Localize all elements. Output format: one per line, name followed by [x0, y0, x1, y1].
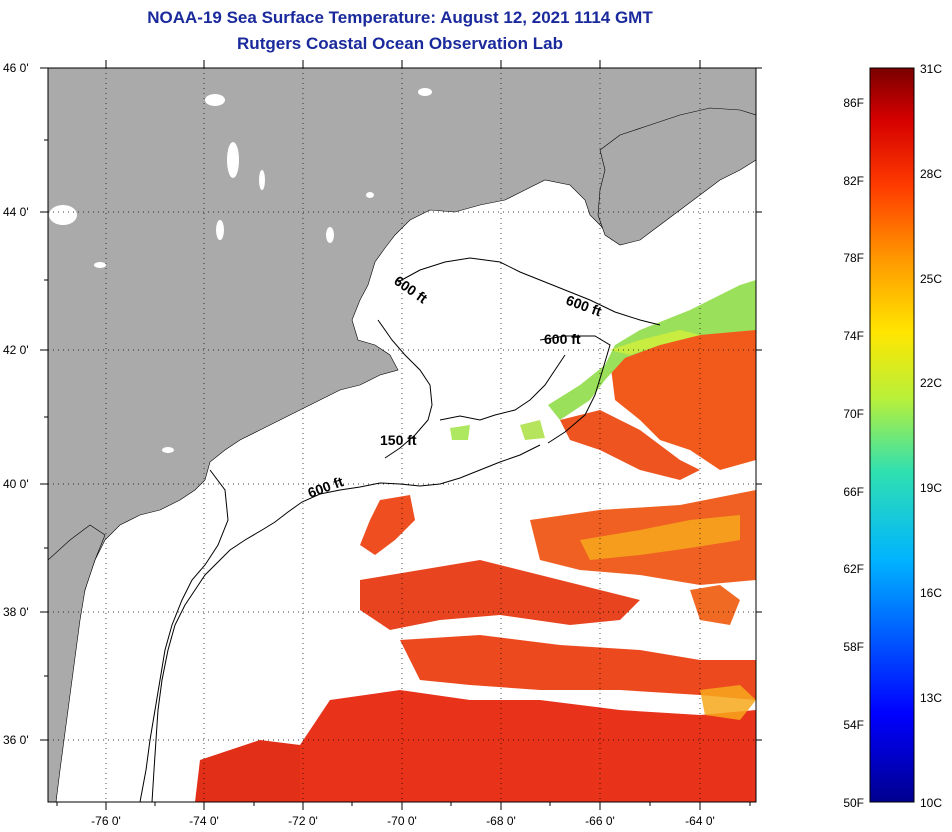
color-scale-bar — [869, 67, 915, 803]
lon-label: -72 0' — [288, 814, 318, 828]
sst-cool-patches — [450, 280, 756, 440]
lon-label: -74 0' — [189, 814, 219, 828]
lat-label: 42 0' — [3, 343, 29, 357]
celsius-label: 22C — [920, 376, 942, 390]
fahrenheit-label: 58F — [843, 640, 864, 654]
lat-label: 44 0' — [3, 205, 29, 219]
axis-ticks — [40, 60, 762, 810]
lakes — [49, 88, 432, 453]
color-scale: 86F 82F 78F 74F 70F 66F 62F 58F 54F 50F … — [843, 62, 942, 810]
lat-label: 36 0' — [3, 733, 29, 747]
celsius-label: 28C — [920, 167, 942, 181]
fahrenheit-label: 70F — [843, 407, 864, 421]
celsius-label: 13C — [920, 691, 942, 705]
lat-label: 46 0' — [3, 61, 29, 75]
lon-label: -64 0' — [685, 814, 715, 828]
fahrenheit-label: 54F — [843, 718, 864, 732]
longitude-labels: -76 0' -74 0' -72 0' -70 0' -68 0' -66 0… — [91, 814, 715, 828]
map-title: NOAA-19 Sea Surface Temperature: August … — [147, 8, 653, 27]
bathymetry-contours — [139, 257, 661, 802]
fahrenheit-label: 86F — [843, 96, 864, 110]
map-subtitle: Rutgers Coastal Ocean Observation Lab — [237, 34, 563, 53]
fahrenheit-label: 82F — [843, 174, 864, 188]
sst-yellow-band — [580, 515, 756, 720]
fahrenheit-label: 62F — [843, 562, 864, 576]
celsius-label: 16C — [920, 586, 942, 600]
graticule — [48, 68, 756, 802]
contour-label: 150 ft — [380, 432, 417, 448]
contour-label: 600 ft — [544, 331, 581, 347]
celsius-label: 31C — [920, 62, 942, 76]
fahrenheit-label: 50F — [843, 796, 864, 810]
fahrenheit-label: 74F — [843, 329, 864, 343]
fahrenheit-labels: 86F 82F 78F 74F 70F 66F 62F 58F 54F 50F — [843, 96, 864, 810]
latitude-labels: 46 0' 44 0' 42 0' 40 0' 38 0' 36 0' — [3, 61, 29, 747]
sst-warm-patches — [195, 330, 756, 802]
lat-label: 40 0' — [3, 477, 29, 491]
lon-label: -70 0' — [387, 814, 417, 828]
fahrenheit-label: 66F — [843, 485, 864, 499]
lat-label: 38 0' — [3, 605, 29, 619]
celsius-label: 10C — [920, 796, 942, 810]
lon-label: -66 0' — [585, 814, 615, 828]
celsius-label: 25C — [920, 272, 942, 286]
fahrenheit-label: 78F — [843, 251, 864, 265]
lon-label: -76 0' — [91, 814, 121, 828]
lon-label: -68 0' — [486, 814, 516, 828]
celsius-labels: 31C 28C 25C 22C 19C 16C 13C 10C — [920, 62, 942, 810]
celsius-label: 19C — [920, 481, 942, 495]
land-mass — [48, 68, 756, 802]
